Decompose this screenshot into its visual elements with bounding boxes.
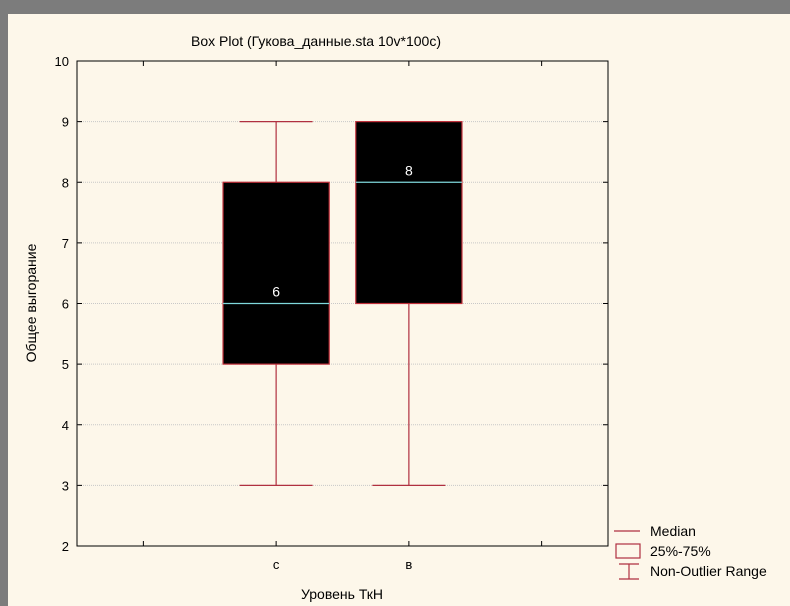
y-tick-label: 4 (62, 418, 69, 433)
x-tick-label: с (273, 557, 280, 572)
iqr-box (355, 121, 463, 305)
box-group-с: 6 (222, 121, 330, 486)
median-value-label: 8 (405, 162, 413, 178)
x-axis-label: Уровень ТкН (301, 586, 383, 602)
median-value-label: 6 (272, 284, 280, 300)
x-tick-label: в (405, 557, 412, 572)
y-axis-label: Общее выгорание (23, 243, 39, 362)
y-tick-label: 3 (62, 478, 69, 493)
y-tick-label: 6 (62, 297, 69, 312)
iqr-box (222, 181, 330, 365)
boxes: 68 (222, 121, 463, 486)
plot-area (76, 60, 609, 547)
legend-whisker-label: Non-Outlier Range (650, 563, 767, 579)
y-tick-label: 10 (55, 54, 69, 69)
y-tick-label: 5 (62, 357, 69, 372)
y-tick-label: 2 (62, 539, 69, 554)
box-group-в: 8 (355, 121, 463, 486)
y-axis-ticks: 2 3 4 5 6 7 8 9 10 (55, 54, 608, 554)
legend-box-label: 25%-75% (650, 543, 711, 559)
y-tick-label: 9 (62, 115, 69, 130)
legend-whisker-swatch (619, 563, 639, 580)
chart-title: Box Plot (Гукова_данные.sta 10v*100c) (191, 33, 441, 49)
legend-box-swatch (615, 543, 641, 559)
y-tick-label: 8 (62, 175, 69, 190)
legend: Median 25%-75% Non-Outlier Range (614, 523, 767, 580)
grid-lines (77, 121, 608, 486)
y-tick-label: 7 (62, 236, 69, 251)
legend-median-label: Median (650, 523, 696, 539)
